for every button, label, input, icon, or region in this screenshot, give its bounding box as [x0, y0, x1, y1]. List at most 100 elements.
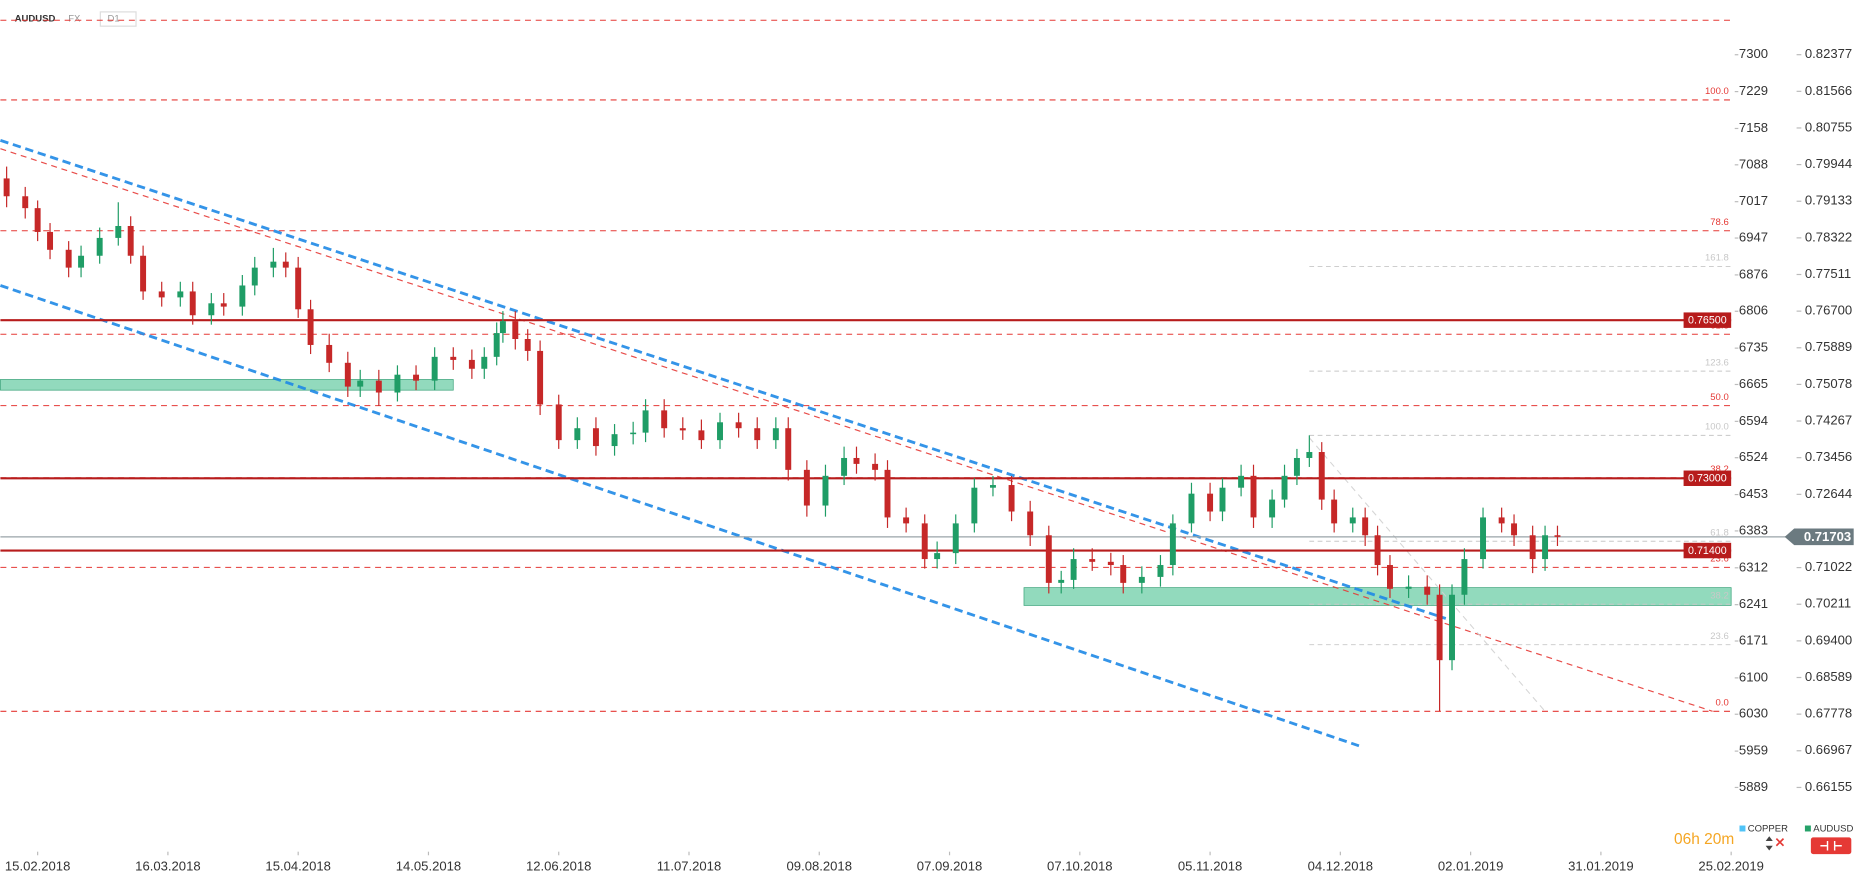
x-tick-label: 12.06.2018: [526, 859, 591, 874]
zone: [0, 379, 454, 391]
legend-label: AUDUSD: [1813, 824, 1853, 835]
fib-label: 23.6: [1710, 554, 1728, 565]
candle-body: [754, 428, 761, 441]
candle-body: [803, 469, 810, 506]
candle-body: [65, 249, 72, 268]
fib2-label: 161.8: [1705, 253, 1729, 264]
y2-tick-label: 7300: [1739, 46, 1768, 61]
y2-tick-label: 6735: [1739, 340, 1768, 355]
candle-body: [115, 225, 122, 238]
candle-body: [735, 422, 742, 429]
candle-body: [220, 303, 227, 307]
candle-body: [1070, 559, 1077, 580]
candle-body: [413, 374, 420, 381]
fib-label: 38.2: [1710, 464, 1728, 475]
candle-body: [1058, 579, 1065, 583]
y2-tick-label: 6100: [1739, 669, 1768, 684]
candle-body: [394, 374, 401, 393]
candle-body: [344, 362, 351, 387]
candle-body: [1027, 511, 1034, 536]
y-tick-label: 0.73456: [1805, 449, 1852, 464]
candle-body: [468, 359, 475, 369]
close-button[interactable]: [1775, 838, 1785, 847]
candle-body: [1293, 457, 1300, 476]
candle-body: [499, 321, 506, 334]
candle-body: [555, 404, 562, 441]
candle-body: [611, 434, 618, 447]
x-tick-label: 07.09.2018: [917, 859, 982, 874]
last-price-tag: [1784, 528, 1854, 546]
x-tick-label: 09.08.2018: [787, 859, 852, 874]
y-tick-label: 0.82377: [1805, 46, 1852, 61]
candle-body: [481, 356, 488, 369]
scale-button[interactable]: [1765, 836, 1773, 851]
candle-body: [270, 261, 277, 268]
x-tick-label: 16.03.2018: [135, 859, 200, 874]
candle-body: [1107, 561, 1114, 566]
y2-tick-label: 6171: [1739, 632, 1768, 647]
market: FX: [68, 14, 81, 25]
x-tick-label: 15.04.2018: [265, 859, 330, 874]
x-tick-label: 11.07.2018: [657, 859, 721, 874]
candle-body: [772, 428, 779, 441]
candle-body: [1349, 517, 1356, 524]
candle-body: [1331, 499, 1338, 524]
candle-body: [47, 231, 54, 250]
candle-body: [630, 432, 637, 435]
interval-box[interactable]: [99, 11, 137, 27]
alert-button[interactable]: [1810, 837, 1852, 855]
y-tick-label: 0.80755: [1805, 119, 1852, 134]
level-label: 0.71400: [1688, 545, 1727, 557]
y-tick-label: 0.72644: [1805, 486, 1852, 501]
candle-body: [1480, 517, 1487, 560]
interval[interactable]: D1: [107, 14, 119, 25]
zone: [1023, 587, 1732, 606]
candle-body: [822, 475, 829, 506]
candle-body: [1250, 475, 1257, 518]
legend-swatch: [1804, 825, 1811, 832]
candle-body: [934, 553, 941, 560]
y-tick-label: 0.75889: [1805, 339, 1852, 354]
candle-body: [1120, 565, 1127, 583]
x-tick-label: 07.10.2018: [1047, 859, 1112, 874]
candle-body: [1498, 517, 1505, 524]
trend-line: [0, 284, 1360, 748]
candle-body: [1405, 586, 1412, 589]
candle-body: [971, 487, 978, 524]
x-tick-label: 04.12.2018: [1308, 859, 1373, 874]
y-tick-label: 0.79944: [1805, 156, 1852, 171]
candle-body: [952, 523, 959, 554]
candle-body: [431, 356, 438, 381]
fib2-label: 123.6: [1705, 357, 1729, 368]
x-tick-label: 31.01.2019: [1568, 859, 1633, 874]
level-label: 0.76500: [1688, 315, 1727, 327]
candle-body: [574, 428, 581, 441]
candle-body: [307, 309, 314, 345]
fib2-label: 61.8: [1710, 527, 1728, 538]
y-tick-label: 0.66967: [1805, 742, 1852, 757]
candle-body: [1554, 535, 1561, 537]
candle-body: [989, 485, 996, 488]
candle-body: [524, 339, 531, 351]
fib2-label: 100.0: [1705, 422, 1729, 433]
candle-body: [189, 291, 196, 316]
legend-swatch: [1739, 825, 1746, 832]
y2-tick-label: 7088: [1739, 156, 1768, 171]
y-tick-label: 0.70211: [1805, 596, 1851, 611]
candle-body: [512, 321, 519, 340]
candle-body: [1362, 517, 1369, 536]
toolbar-buttons: [1765, 836, 1852, 855]
candle-body: [1238, 475, 1245, 488]
candle-body: [698, 430, 705, 441]
candle-body: [592, 428, 599, 447]
x-tick-label: 05.11.2018: [1178, 859, 1242, 874]
x-tick-label: 02.01.2019: [1438, 859, 1503, 874]
candle-body: [1511, 523, 1518, 536]
candle-body: [1169, 523, 1176, 566]
x-tick-label: 15.02.2018: [5, 859, 70, 874]
y2-tick-label: 6453: [1739, 486, 1768, 501]
candle-body: [717, 422, 723, 441]
y-tick-label: 0.71022: [1805, 559, 1852, 574]
candle-body: [450, 356, 457, 360]
